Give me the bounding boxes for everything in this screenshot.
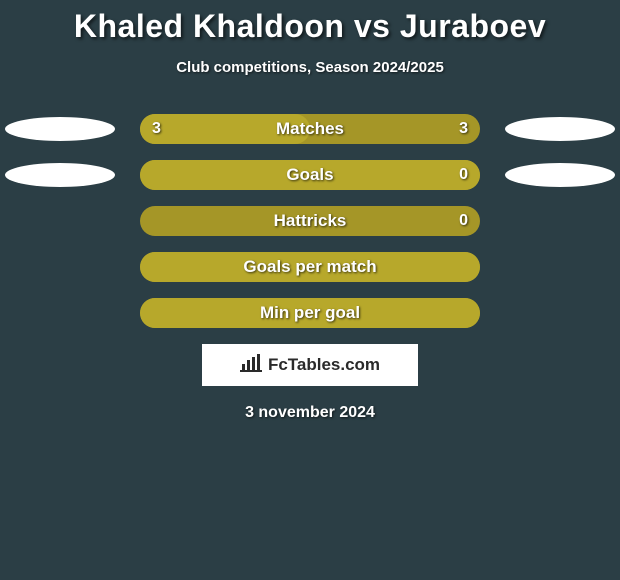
stat-bar-track: Min per goal <box>140 298 480 328</box>
player-marker-right <box>505 163 615 187</box>
stat-label: Hattricks <box>140 211 480 231</box>
stat-value-left: 3 <box>152 120 161 138</box>
stat-label: Goals per match <box>140 257 480 277</box>
stat-value-right: 0 <box>459 166 468 184</box>
stats-rows: Matches33Goals0Hattricks0Goals per match… <box>0 114 620 328</box>
logo-text: FcTables.com <box>268 355 380 375</box>
stat-row: Matches3 3 <box>0 114 620 144</box>
stat-bar-track: Hattricks0 <box>140 206 480 236</box>
stat-row: Goals0 <box>0 160 620 190</box>
stat-bar-track: Goals per match <box>140 252 480 282</box>
stat-row: Hattricks0 <box>0 206 620 236</box>
stat-label: Min per goal <box>140 303 480 323</box>
stat-bar-track: Matches3 3 <box>140 114 480 144</box>
date-label: 3 november 2024 <box>0 404 620 422</box>
stat-label: Goals <box>140 165 480 185</box>
logo-box: FcTables.com <box>202 344 418 386</box>
stat-row: Goals per match <box>0 252 620 282</box>
stat-row: Min per goal <box>0 298 620 328</box>
player-marker-left <box>5 163 115 187</box>
player-marker-right <box>505 117 615 141</box>
stat-label: Matches <box>140 119 480 139</box>
stat-value-right: 3 <box>459 120 468 138</box>
player-marker-left <box>5 117 115 141</box>
page-title: Khaled Khaldoon vs Juraboev <box>0 8 620 45</box>
stat-value-right: 0 <box>459 212 468 230</box>
stat-bar-track: Goals0 <box>140 160 480 190</box>
page-subtitle: Club competitions, Season 2024/2025 <box>0 59 620 76</box>
comparison-card: Khaled Khaldoon vs Juraboev Club competi… <box>0 0 620 422</box>
bar-chart-icon <box>240 354 262 377</box>
